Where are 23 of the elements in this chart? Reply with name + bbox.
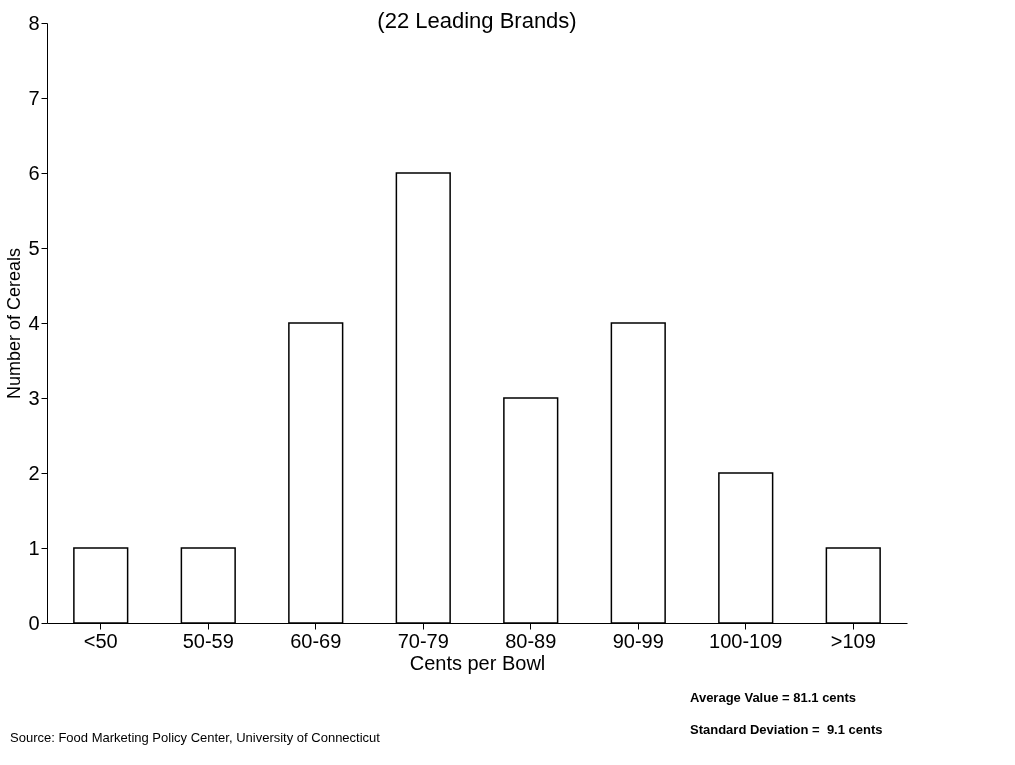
x-axis-title: Cents per Bowl — [409, 651, 546, 674]
x-tick-label: 90-99 — [612, 629, 664, 652]
y-tick-label: 4 — [28, 311, 40, 334]
text: Standard Deviation = 9.1 cents — [690, 722, 883, 737]
y-tick-label: 0 — [28, 611, 40, 634]
y-axis-title: Number of Cereals — [4, 247, 25, 400]
x-tick-label: 60-69 — [290, 629, 342, 652]
y-tick-label: 5 — [28, 236, 40, 259]
x-tick-label: 100-109 — [709, 629, 783, 652]
x-tick-label: <50 — [83, 629, 118, 652]
y-tick-label: 6 — [28, 161, 40, 184]
y-tick-label: 2 — [28, 461, 40, 484]
y-tick-label: 1 — [28, 536, 40, 559]
x-tick-label: >109 — [830, 629, 876, 652]
chart-title: (22 Leading Brands) — [377, 8, 577, 33]
text: Average Value = 81.1 cents — [690, 690, 857, 705]
source-note: Source: Food Marketing Policy Center, University of Connecticut — [10, 730, 380, 745]
x-tick-label: 80-89 — [505, 629, 557, 652]
y-tick-label: 7 — [28, 86, 40, 109]
x-tick-label: 50-59 — [182, 629, 234, 652]
y-tick-label: 8 — [28, 11, 40, 34]
y-tick-label: 3 — [28, 386, 40, 409]
x-tick-label: 70-79 — [397, 629, 449, 652]
